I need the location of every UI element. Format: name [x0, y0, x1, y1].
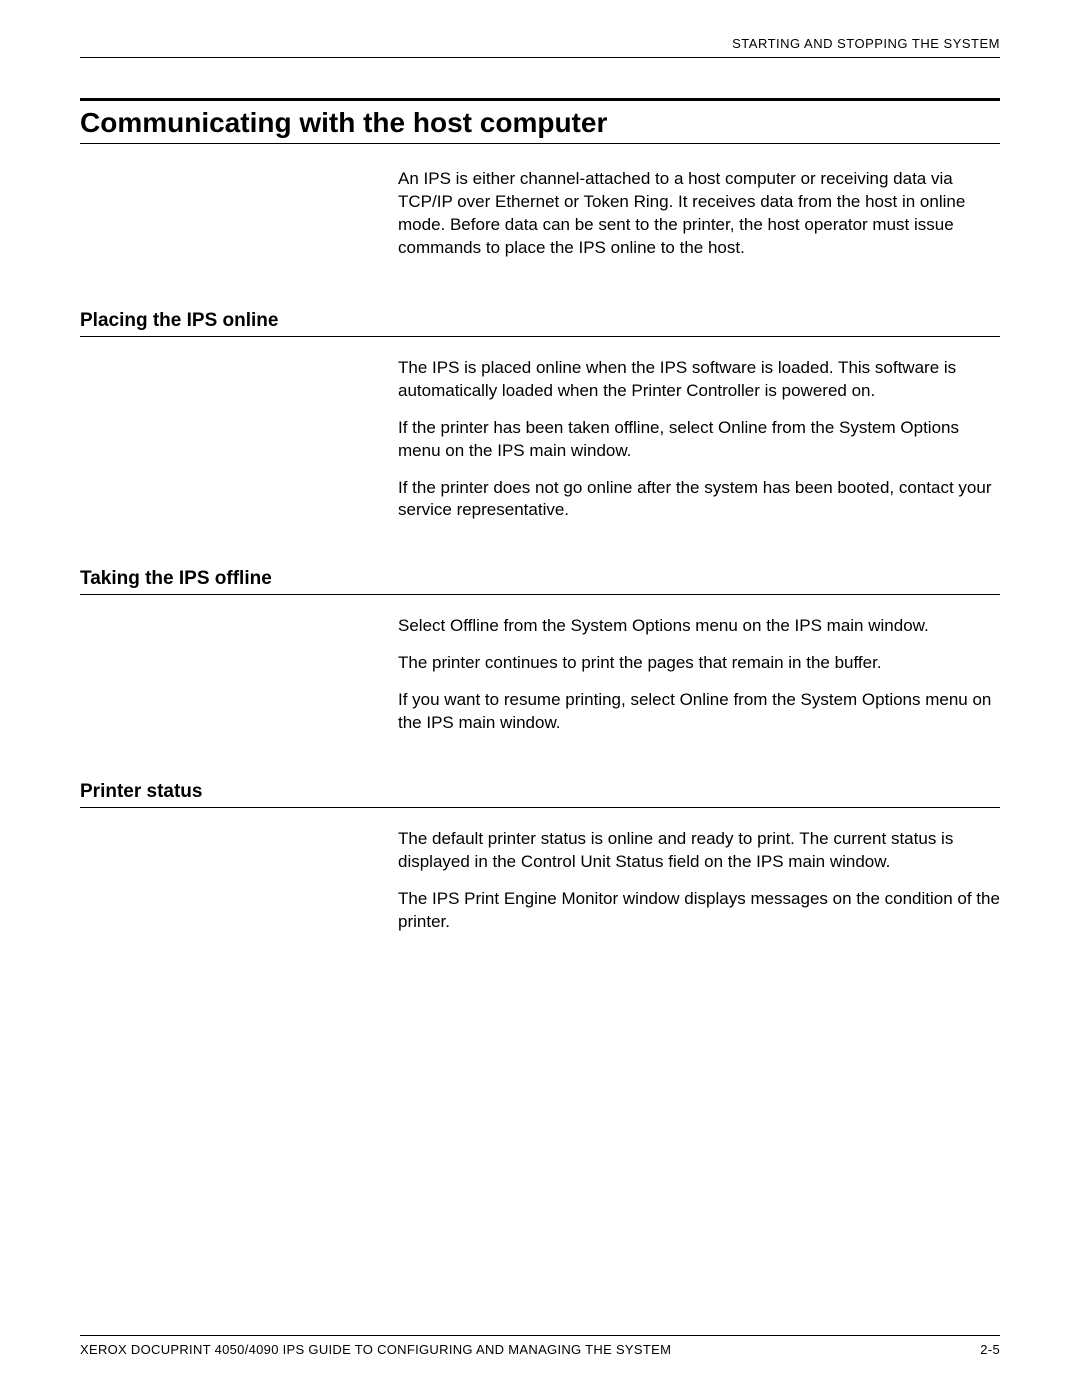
page-title: Communicating with the host computer — [80, 107, 1000, 139]
section-body: The default printer status is online and… — [398, 828, 1000, 934]
section-body: Select Offline from the System Options m… — [398, 615, 1000, 735]
section-taking-offline: Taking the IPS offline Select Offline fr… — [80, 568, 1000, 735]
section-placing-online: Placing the IPS online The IPS is placed… — [80, 310, 1000, 523]
body-paragraph: If the printer does not go online after … — [398, 477, 1000, 523]
intro-paragraph: An IPS is either channel-attached to a h… — [398, 168, 1000, 260]
body-paragraph: Select Offline from the System Options m… — [398, 615, 1000, 638]
footer-left-text: XEROX DOCUPRINT 4050/4090 IPS GUIDE TO C… — [80, 1342, 671, 1357]
title-rule-bottom — [80, 143, 1000, 144]
section-heading: Placing the IPS online — [80, 310, 1000, 337]
body-paragraph: The IPS Print Engine Monitor window disp… — [398, 888, 1000, 934]
body-paragraph: If the printer has been taken offline, s… — [398, 417, 1000, 463]
document-page: STARTING AND STOPPING THE SYSTEM Communi… — [0, 0, 1080, 1397]
body-paragraph: The printer continues to print the pages… — [398, 652, 1000, 675]
body-paragraph: The IPS is placed online when the IPS so… — [398, 357, 1000, 403]
section-printer-status: Printer status The default printer statu… — [80, 781, 1000, 934]
footer-page-number: 2-5 — [980, 1342, 1000, 1357]
title-rule-top — [80, 98, 1000, 101]
page-footer: XEROX DOCUPRINT 4050/4090 IPS GUIDE TO C… — [80, 1335, 1000, 1357]
section-body: The IPS is placed online when the IPS so… — [398, 357, 1000, 523]
running-header: STARTING AND STOPPING THE SYSTEM — [80, 36, 1000, 58]
body-paragraph: If you want to resume printing, select O… — [398, 689, 1000, 735]
body-paragraph: The default printer status is online and… — [398, 828, 1000, 874]
section-heading: Taking the IPS offline — [80, 568, 1000, 595]
section-heading: Printer status — [80, 781, 1000, 808]
